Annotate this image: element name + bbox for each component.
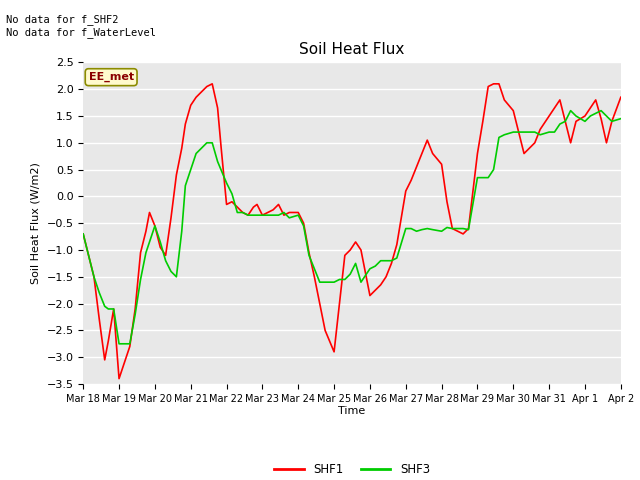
SHF1	[151, 223, 159, 229]
Title: Soil Heat Flux: Soil Heat Flux	[300, 42, 404, 57]
SHF1	[366, 293, 374, 299]
SHF3	[79, 231, 87, 237]
SHF1	[305, 250, 313, 255]
SHF3	[531, 129, 539, 135]
SHF3	[515, 129, 522, 135]
Line: SHF1: SHF1	[83, 84, 621, 379]
Line: SHF3: SHF3	[83, 110, 621, 344]
Legend: SHF1, SHF3: SHF1, SHF3	[269, 458, 435, 480]
SHF1	[79, 231, 87, 237]
SHF1	[228, 199, 236, 204]
SHF3	[567, 108, 575, 113]
SHF1	[581, 113, 589, 119]
SHF1	[209, 81, 216, 87]
SHF3	[115, 341, 123, 347]
SHF3	[509, 129, 517, 135]
SHF3	[479, 175, 486, 180]
SHF1	[617, 95, 625, 100]
Text: No data for f_SHF2
No data for f_WaterLevel: No data for f_SHF2 No data for f_WaterLe…	[6, 14, 156, 38]
Text: EE_met: EE_met	[88, 72, 134, 82]
Y-axis label: Soil Heat Flux (W/m2): Soil Heat Flux (W/m2)	[31, 162, 41, 284]
SHF3	[617, 116, 625, 121]
X-axis label: Time: Time	[339, 407, 365, 417]
SHF1	[346, 247, 354, 253]
SHF3	[402, 226, 410, 231]
SHF1	[115, 376, 123, 382]
SHF3	[500, 132, 508, 138]
